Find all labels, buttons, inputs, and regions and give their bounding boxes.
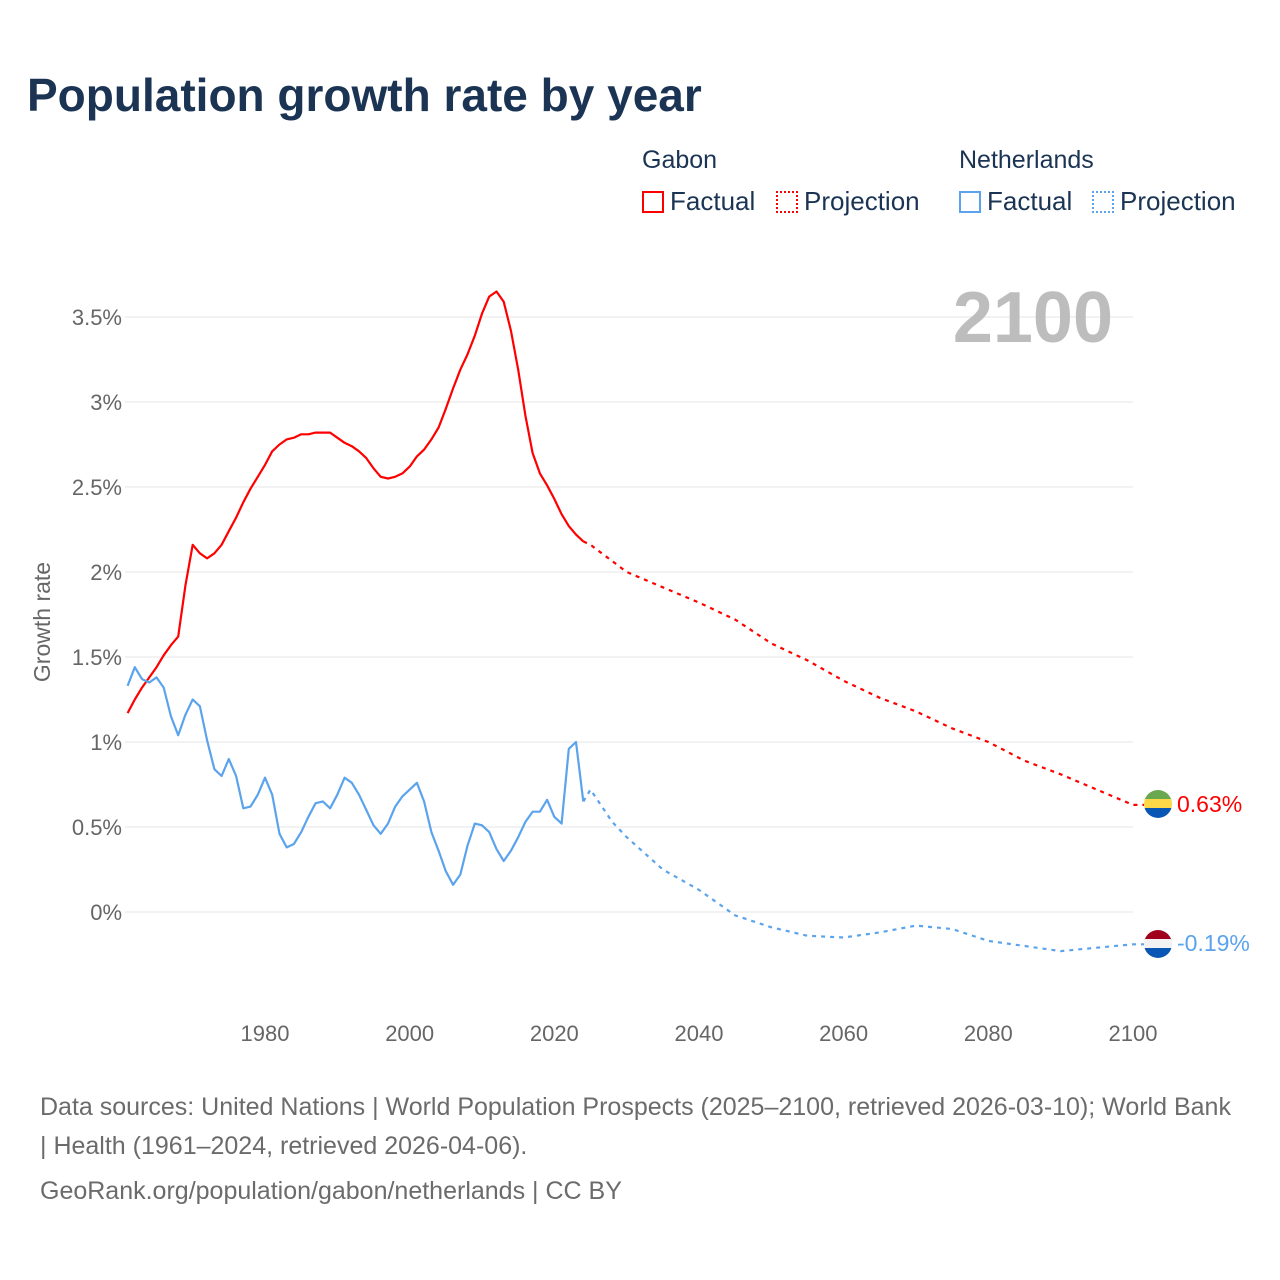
legend-gabon-factual[interactable]: Factual [642,186,755,217]
netherlands-end-label: -0.19% [1177,930,1250,956]
gabon-projection-line [582,540,1144,807]
chart-title: Population growth rate by year [27,69,702,121]
y-tick-label: 3% [90,390,122,415]
legend-label: Projection [804,186,920,216]
legend-netherlands-heading: Netherlands [959,146,1094,174]
x-tick-label: 2060 [819,1021,868,1046]
x-tick-label: 2080 [964,1021,1013,1046]
netherlands-factual-line [126,666,585,886]
legend-swatch-solid [642,190,664,213]
x-tick-label: 2000 [385,1021,434,1046]
legend-swatch-dotted [776,190,798,213]
legend-netherlands-projection[interactable]: Projection [1092,186,1236,217]
y-axis-label: Growth rate [29,562,55,682]
legend-label: Projection [1120,186,1236,216]
legend-gabon-projection[interactable]: Projection [776,186,920,217]
line-chart: 0% 0.5% 1% 1.5% 2% 2.5% 3% 3.5% 1980 2000 2020 2040… [29,278,1250,1046]
netherlands-projection-line [582,787,1144,953]
data-sources: Data sources: United Nations | World Pop… [40,1093,1231,1160]
x-tick-label: 1980 [241,1021,290,1046]
y-tick-label: 2% [90,560,122,585]
gabon-factual-line [126,290,585,714]
netherlands-flag-icon [1144,930,1172,958]
gabon-end-label: 0.63% [1177,791,1242,817]
y-tick-label: 1.5% [72,645,122,670]
legend-swatch-dotted [1092,190,1114,213]
y-tick-label: 3.5% [72,305,122,330]
x-tick-label: 2040 [675,1021,724,1046]
y-tick-label: 2.5% [72,475,122,500]
year-watermark: 2100 [953,278,1113,358]
y-tick-label: 0.5% [72,815,122,840]
x-tick-label: 2100 [1109,1021,1158,1046]
credit-link[interactable]: GeoRank.org/population/gabon/netherlands… [40,1177,622,1205]
x-tick-label: 2020 [530,1021,579,1046]
footer: Data sources: United Nations | World Pop… [40,1088,1240,1211]
legend-swatch-solid [959,190,981,213]
legend-label: Factual [987,186,1073,216]
legend-label: Factual [670,186,756,216]
y-tick-label: 0% [90,900,122,925]
legend-gabon-heading: Gabon [642,146,718,174]
y-tick-label: 1% [90,730,122,755]
gabon-flag-icon [1144,790,1172,818]
legend-netherlands-factual[interactable]: Factual [959,186,1072,217]
